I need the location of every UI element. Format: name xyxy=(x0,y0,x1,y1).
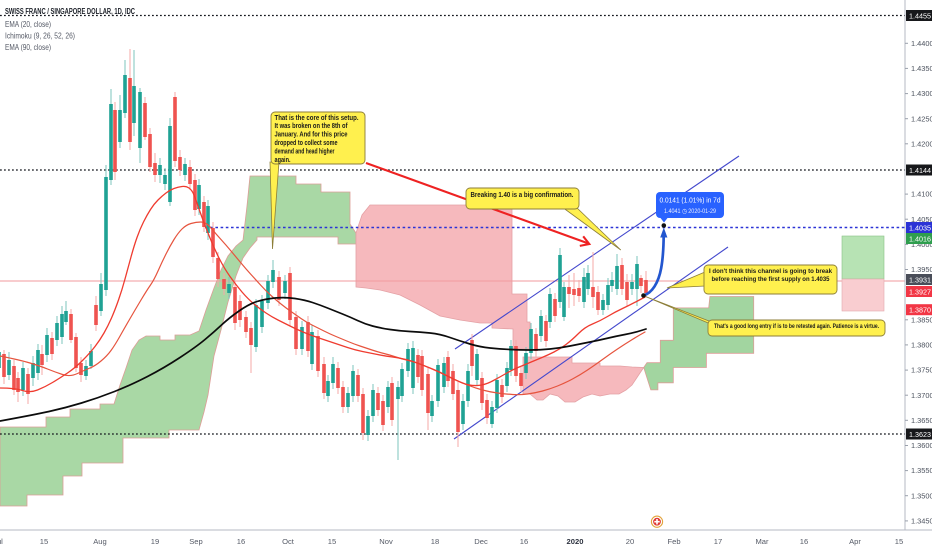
svg-text:15: 15 xyxy=(328,537,336,546)
svg-text:1.3550: 1.3550 xyxy=(911,466,932,475)
svg-text:Sep: Sep xyxy=(189,537,203,546)
svg-text:again.: again. xyxy=(275,157,291,164)
svg-text:1.4455: 1.4455 xyxy=(909,11,931,20)
svg-text:1.4050: 1.4050 xyxy=(911,215,932,224)
svg-text:1.3931: 1.3931 xyxy=(909,275,931,284)
svg-text:Dec: Dec xyxy=(474,537,488,546)
svg-text:19: 19 xyxy=(151,537,159,546)
svg-text:demand and head higher: demand and head higher xyxy=(275,149,335,156)
svg-text:1.4144: 1.4144 xyxy=(909,166,931,175)
svg-text:1.4250: 1.4250 xyxy=(911,114,932,123)
svg-text:15: 15 xyxy=(40,537,48,546)
svg-text:EMA (90, close): EMA (90, close) xyxy=(5,43,51,52)
svg-text:Feb: Feb xyxy=(667,537,680,546)
svg-text:16: 16 xyxy=(237,537,245,546)
svg-text:1.3623: 1.3623 xyxy=(909,430,931,439)
svg-text:I don't think this channel is: I don't think this channel is going to b… xyxy=(709,268,832,275)
svg-text:Apr: Apr xyxy=(849,537,861,546)
svg-text:1.4200: 1.4200 xyxy=(911,139,932,148)
svg-text:16: 16 xyxy=(520,537,528,546)
svg-text:0.0141 (1.01%) in 7d: 0.0141 (1.01%) in 7d xyxy=(660,198,721,205)
svg-text:1.3700: 1.3700 xyxy=(911,391,932,400)
svg-text:EMA (20, close): EMA (20, close) xyxy=(5,20,51,29)
svg-text:1.3870: 1.3870 xyxy=(909,306,931,315)
svg-text:Aug: Aug xyxy=(93,537,107,546)
svg-text:1.3800: 1.3800 xyxy=(911,341,932,350)
svg-text:dropped to collect some: dropped to collect some xyxy=(275,140,338,147)
svg-text:Breaking 1.40 is a big confirm: Breaking 1.40 is a big confirmation. xyxy=(471,192,574,199)
svg-text:That is the core of this setup: That is the core of this setup. xyxy=(275,115,359,122)
svg-text:That's a good long entry if is: That's a good long entry if is to be ret… xyxy=(714,323,879,330)
svg-text:1.3500: 1.3500 xyxy=(911,491,932,500)
svg-text:Oct: Oct xyxy=(282,537,295,546)
svg-text:before reaching the first supp: before reaching the first supply on 1.40… xyxy=(712,276,830,283)
svg-text:January. And for this price: January. And for this price xyxy=(275,132,348,139)
svg-text:SWISS FRANC / SINGAPORE DOLLAR: SWISS FRANC / SINGAPORE DOLLAR, 1D, IDC xyxy=(5,7,135,16)
svg-text:1.4100: 1.4100 xyxy=(911,190,932,199)
svg-text:17: 17 xyxy=(714,537,722,546)
svg-text:1.4016: 1.4016 xyxy=(909,234,931,243)
svg-text:1.3650: 1.3650 xyxy=(911,416,932,425)
svg-text:Jul: Jul xyxy=(0,537,3,546)
svg-text:It was broken on the 8th of: It was broken on the 8th of xyxy=(275,123,349,130)
svg-text:20: 20 xyxy=(626,537,634,546)
svg-text:1.4041 ◷ 2020-01-29: 1.4041 ◷ 2020-01-29 xyxy=(664,208,716,215)
svg-text:1.3927: 1.3927 xyxy=(909,287,931,296)
svg-text:15: 15 xyxy=(895,537,903,546)
svg-text:18: 18 xyxy=(431,537,439,546)
svg-text:Nov: Nov xyxy=(379,537,393,546)
svg-text:16: 16 xyxy=(800,537,808,546)
svg-text:1.4350: 1.4350 xyxy=(911,64,932,73)
svg-text:1.3450: 1.3450 xyxy=(911,517,932,526)
svg-text:1.3750: 1.3750 xyxy=(911,366,932,375)
svg-text:1.3600: 1.3600 xyxy=(911,441,932,450)
svg-text:1.3950: 1.3950 xyxy=(911,265,932,274)
svg-text:1.3850: 1.3850 xyxy=(911,315,932,324)
svg-text:2020: 2020 xyxy=(567,537,584,546)
svg-text:1.4300: 1.4300 xyxy=(911,89,932,98)
svg-text:Mar: Mar xyxy=(755,537,769,546)
svg-text:Ichimoku (9, 26, 52, 26): Ichimoku (9, 26, 52, 26) xyxy=(5,32,75,41)
svg-text:1.4035: 1.4035 xyxy=(909,223,931,232)
svg-text:1.4000: 1.4000 xyxy=(911,240,932,249)
svg-text:1.4400: 1.4400 xyxy=(911,39,932,48)
